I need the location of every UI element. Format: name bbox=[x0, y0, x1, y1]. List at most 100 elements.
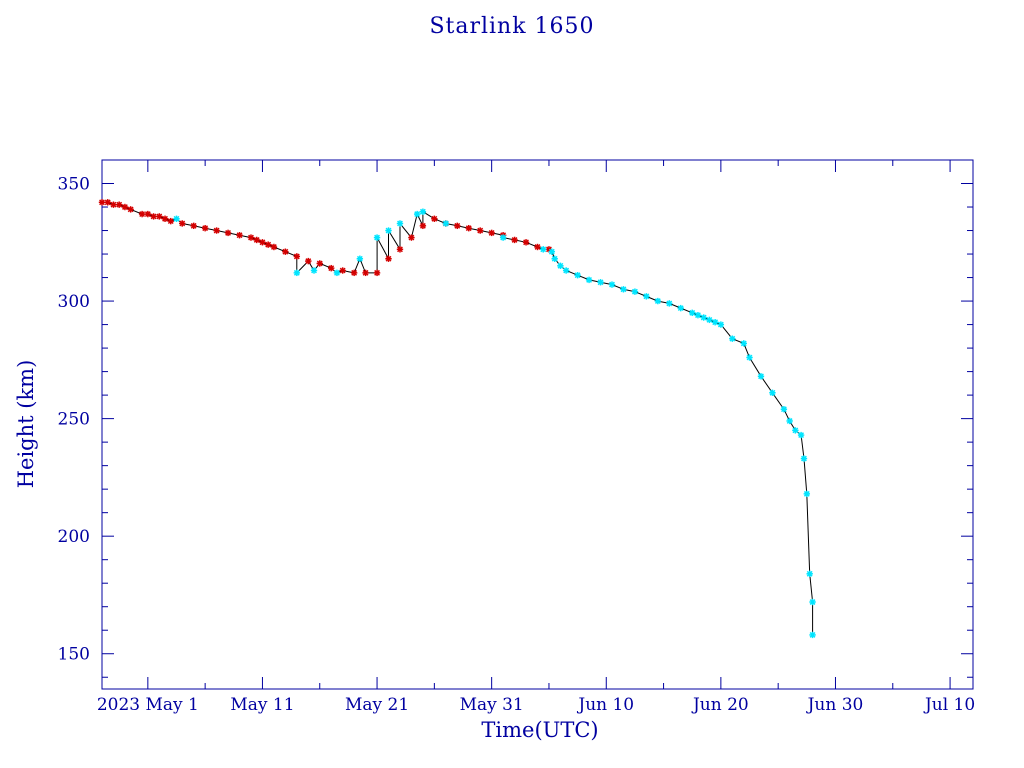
data-point-cyan bbox=[706, 316, 713, 324]
data-point-cyan bbox=[373, 234, 381, 241]
data-point-red bbox=[476, 227, 484, 234]
data-point-red bbox=[98, 199, 106, 206]
data-point-cyan bbox=[757, 373, 765, 380]
data-point-cyan bbox=[797, 431, 805, 439]
data-point-red bbox=[161, 215, 169, 222]
data-point-cyan bbox=[419, 208, 427, 215]
data-point-red bbox=[144, 210, 152, 218]
data-point-cyan bbox=[442, 220, 450, 227]
data-point-cyan bbox=[800, 455, 808, 462]
data-point-cyan bbox=[677, 304, 684, 312]
data-point-cyan bbox=[717, 321, 725, 328]
data-point-cyan bbox=[540, 246, 547, 253]
data-point-red bbox=[396, 246, 404, 253]
data-point-cyan bbox=[809, 631, 816, 639]
data-point-red bbox=[465, 224, 472, 232]
data-point-red bbox=[316, 260, 323, 267]
data-point-red bbox=[127, 206, 134, 213]
data-point-red bbox=[373, 269, 381, 277]
plot-frame bbox=[101, 159, 974, 690]
data-point-red bbox=[328, 264, 335, 272]
data-point-red bbox=[339, 267, 346, 274]
data-point-red bbox=[104, 199, 111, 206]
data-point-cyan bbox=[631, 288, 639, 295]
data-point-cyan bbox=[608, 281, 616, 288]
data-point-red bbox=[121, 203, 129, 211]
data-point-red bbox=[110, 201, 117, 208]
data-point-red bbox=[282, 248, 289, 255]
data-point-cyan bbox=[620, 286, 627, 293]
data-point-cyan bbox=[597, 279, 604, 286]
data-point-cyan bbox=[769, 389, 776, 396]
data-point-red bbox=[419, 222, 427, 230]
data-point-cyan bbox=[396, 220, 404, 227]
data-point-red bbox=[305, 257, 312, 265]
data-point-red bbox=[270, 243, 278, 251]
data-point-cyan bbox=[173, 215, 180, 222]
chart-title: Starlink 1650 bbox=[429, 14, 595, 39]
data-point-red bbox=[150, 213, 157, 220]
data-point-cyan bbox=[643, 293, 650, 300]
data-point-red bbox=[511, 236, 518, 244]
data-point-cyan bbox=[413, 210, 421, 218]
data-point-red bbox=[201, 224, 209, 232]
data-point-cyan bbox=[310, 267, 318, 274]
data-point-cyan bbox=[585, 276, 593, 284]
data-point-red bbox=[236, 232, 243, 239]
data-point-cyan bbox=[356, 255, 364, 262]
data-point-red bbox=[534, 243, 541, 251]
data-point-cyan bbox=[333, 269, 341, 277]
data-point-cyan bbox=[562, 267, 570, 274]
data-point-cyan bbox=[740, 340, 747, 347]
data-point-red bbox=[293, 253, 301, 260]
data-point-red bbox=[385, 255, 392, 262]
y-tick-label: 300 bbox=[58, 292, 90, 312]
data-point-cyan bbox=[786, 417, 793, 425]
data-point-red bbox=[454, 222, 461, 230]
x-tick-label: May 11 bbox=[230, 695, 294, 715]
y-tick-label: 250 bbox=[58, 410, 90, 430]
series-line bbox=[102, 201, 814, 635]
data-point-red bbox=[138, 210, 146, 218]
data-point-red bbox=[408, 234, 415, 241]
data-point-red bbox=[350, 269, 358, 277]
y-tick-label: 350 bbox=[58, 175, 90, 195]
data-point-red bbox=[362, 269, 369, 277]
data-point-red bbox=[115, 201, 123, 208]
data-point-red bbox=[167, 217, 174, 225]
x-tick-label: Jul 10 bbox=[923, 695, 975, 715]
data-point-cyan bbox=[557, 262, 564, 269]
data-point-red bbox=[488, 229, 495, 237]
data-point-red bbox=[179, 220, 186, 227]
data-point-cyan bbox=[385, 227, 392, 234]
data-point-cyan bbox=[780, 406, 788, 413]
data-point-cyan bbox=[551, 255, 558, 262]
data-point-cyan bbox=[293, 269, 301, 277]
x-tick-label: May 21 bbox=[345, 695, 409, 715]
data-point-red bbox=[522, 239, 530, 246]
data-point-red bbox=[247, 234, 255, 241]
x-tick-label: May 31 bbox=[460, 695, 524, 715]
data-point-cyan bbox=[746, 354, 753, 361]
data-point-red bbox=[156, 213, 163, 220]
data-point-cyan bbox=[700, 314, 707, 321]
data-point-cyan bbox=[654, 297, 662, 305]
data-point-cyan bbox=[499, 234, 507, 241]
data-point-red bbox=[253, 236, 260, 244]
data-point-cyan bbox=[711, 319, 719, 326]
x-tick-label: 2023 May 1 bbox=[97, 695, 199, 715]
x-tick-label: Jun 20 bbox=[691, 695, 749, 715]
data-point-cyan bbox=[809, 598, 816, 606]
data-point-cyan bbox=[689, 309, 696, 317]
data-point-cyan bbox=[792, 427, 799, 434]
data-point-cyan bbox=[548, 248, 556, 255]
data-point-cyan bbox=[806, 570, 813, 577]
data-point-cyan bbox=[729, 335, 736, 342]
x-tick-label: Jun 30 bbox=[806, 695, 864, 715]
data-point-red bbox=[264, 241, 272, 248]
data-point-red bbox=[224, 229, 232, 237]
data-point-cyan bbox=[694, 311, 702, 319]
data-point-red bbox=[213, 227, 220, 234]
data-point-cyan bbox=[803, 490, 811, 498]
